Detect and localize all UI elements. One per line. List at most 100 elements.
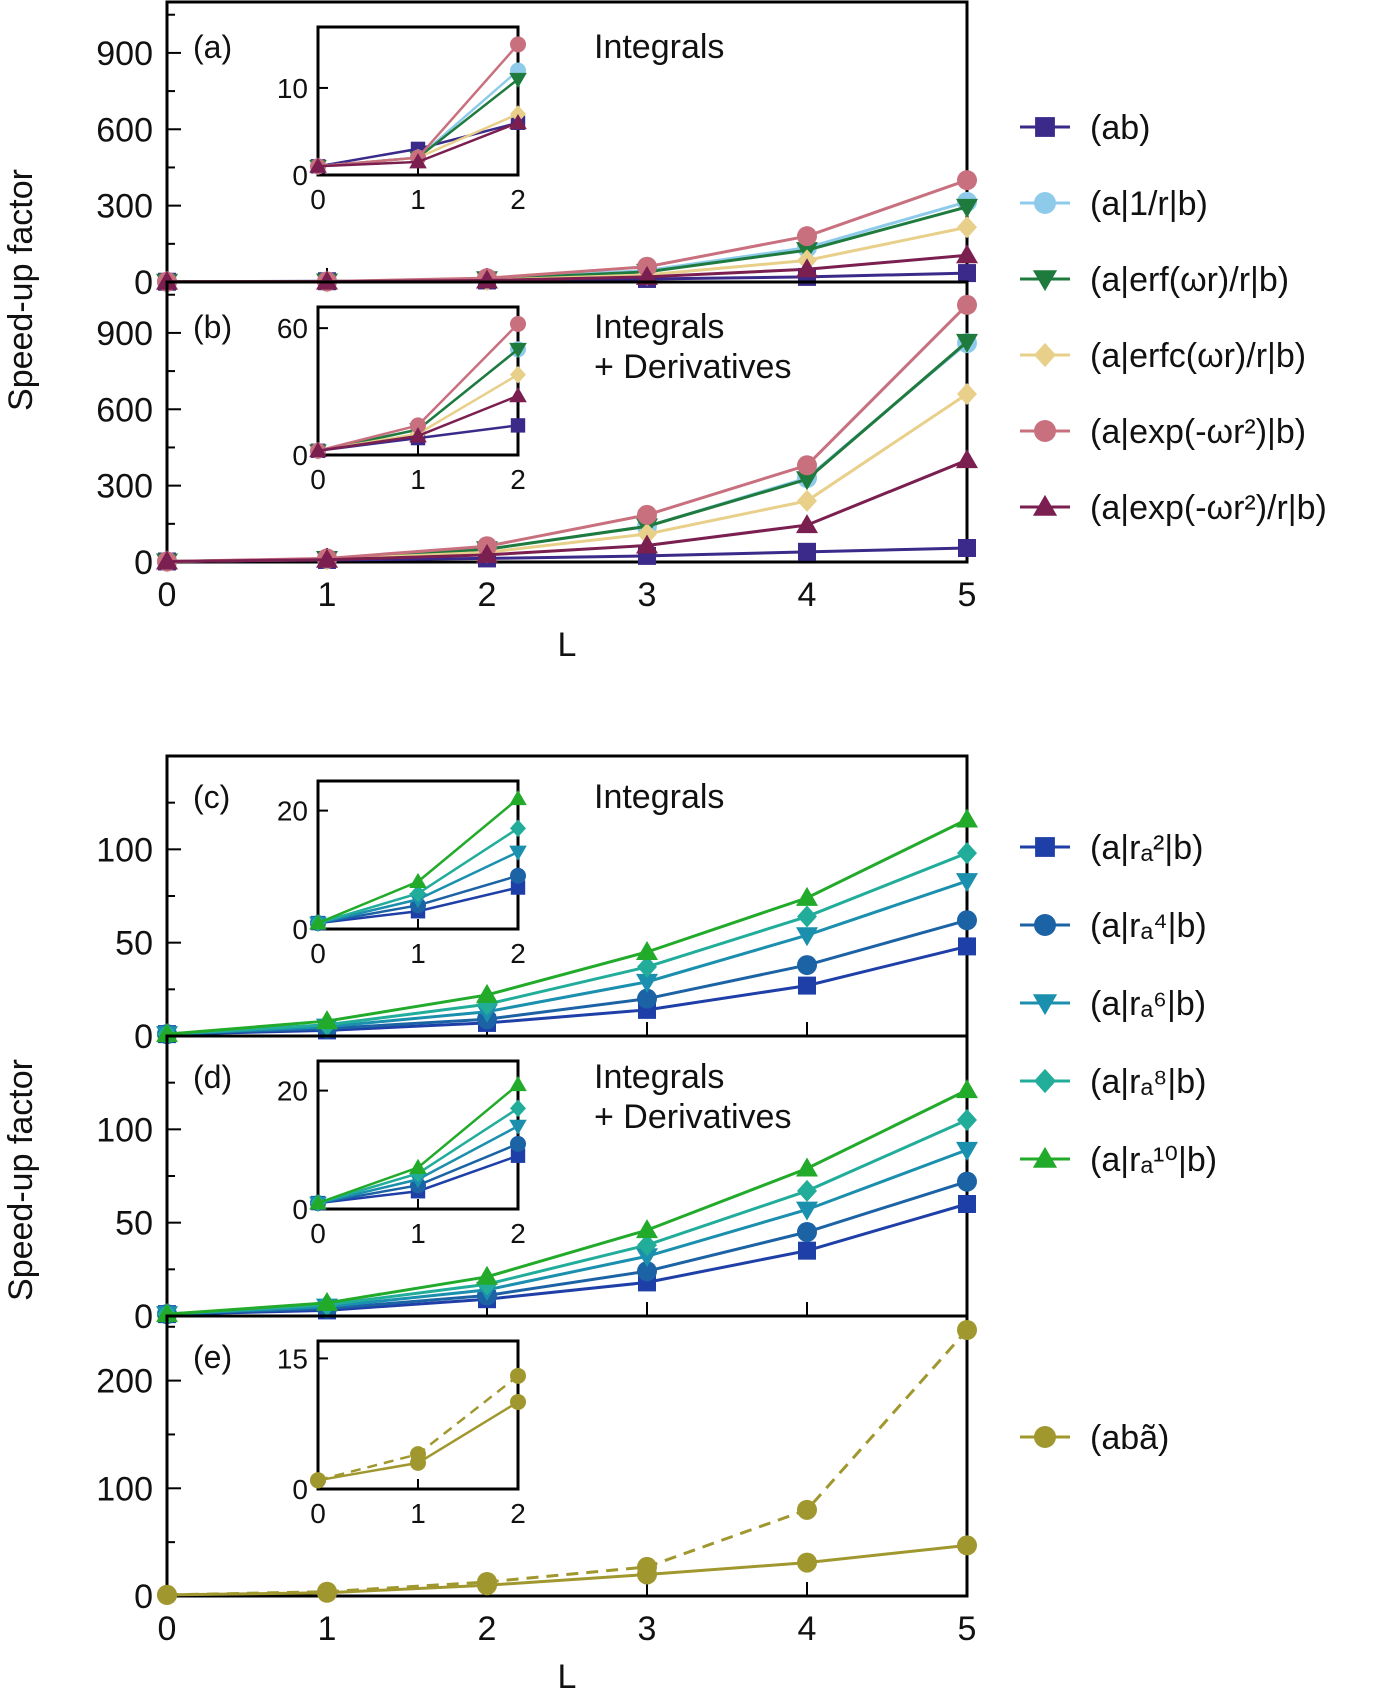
inset-data-point bbox=[410, 884, 426, 903]
panel-title: Integrals bbox=[594, 778, 724, 816]
inset-data-point bbox=[510, 418, 526, 433]
data-point bbox=[957, 910, 977, 931]
plot-frame bbox=[165, 280, 969, 564]
data-point bbox=[958, 1195, 976, 1213]
data-point bbox=[637, 1261, 657, 1282]
inset-y-tick-label: 0 bbox=[292, 440, 308, 471]
data-point bbox=[958, 539, 976, 557]
panel-e: 0 100 200 0 1 2 3 4 5 (e) 0 15 0 1 2 bbox=[96, 1314, 977, 1648]
legend-entry: (a|exp(-ωr²)|b) bbox=[1020, 413, 1306, 451]
data-point bbox=[637, 955, 657, 978]
legend-label: (a|erf(ωr)/r|b) bbox=[1090, 261, 1289, 299]
series-line bbox=[166, 918, 968, 1036]
inset-y-tick-label: 20 bbox=[277, 796, 308, 827]
data-point bbox=[156, 270, 178, 290]
data-point bbox=[797, 455, 817, 476]
legend-label: (a|rₐ⁴|b) bbox=[1090, 907, 1207, 945]
inset-x-tick-label: 1 bbox=[410, 464, 426, 495]
legend-label: (a|rₐ²|b) bbox=[1090, 829, 1203, 867]
x-axis-label-top: L bbox=[558, 626, 577, 664]
data-point bbox=[636, 973, 658, 993]
y-axis-label-top: Speed-up factor bbox=[2, 169, 40, 411]
data-point bbox=[637, 988, 657, 1009]
y-axis-label-bottom: Speed-up factor bbox=[2, 1059, 40, 1301]
data-point bbox=[797, 1222, 817, 1242]
legend-marker bbox=[1034, 1068, 1056, 1094]
data-point bbox=[957, 170, 977, 191]
inset-data-point bbox=[510, 1148, 526, 1163]
inset-x-tick-label: 1 bbox=[410, 184, 426, 215]
data-point bbox=[957, 1109, 977, 1131]
inset-x-tick-label: 0 bbox=[310, 1218, 326, 1249]
y-tick-label: 50 bbox=[115, 925, 153, 963]
x-tick-label: 2 bbox=[478, 1610, 497, 1648]
data-point bbox=[797, 955, 817, 976]
inset-y-tick-label: 20 bbox=[277, 1076, 308, 1107]
series-2 bbox=[157, 1171, 977, 1325]
inset-x-tick-label: 0 bbox=[310, 464, 326, 495]
x-tick-label: 2 bbox=[478, 576, 497, 614]
data-point bbox=[796, 1157, 818, 1177]
inset-y-tick-label: 0 bbox=[292, 160, 308, 191]
legend-label: (a|exp(-ωr²)|b) bbox=[1090, 413, 1306, 451]
y-tick-label: 300 bbox=[96, 188, 153, 226]
inset-data-point bbox=[310, 1472, 326, 1489]
data-point bbox=[636, 1248, 658, 1268]
y-tick-label: 600 bbox=[96, 111, 153, 149]
inset-data-point bbox=[509, 113, 527, 130]
data-point bbox=[796, 258, 818, 278]
legend-marker bbox=[1032, 270, 1058, 292]
legend-label: (a|rₐ⁶|b) bbox=[1090, 985, 1206, 1023]
inset-plot: 0 20 0 1 2 bbox=[277, 1059, 527, 1249]
x-tick-label: 3 bbox=[638, 1610, 657, 1648]
series-1 bbox=[158, 1195, 976, 1324]
inset-data-point bbox=[509, 789, 527, 806]
legend-label: (a|exp(-ωr²)/r|b) bbox=[1090, 489, 1327, 527]
data-point bbox=[958, 264, 976, 283]
series-line bbox=[166, 340, 968, 563]
panel-title-line: + Derivatives bbox=[594, 1098, 791, 1136]
data-point bbox=[796, 1201, 818, 1221]
data-point bbox=[797, 489, 817, 512]
x-tick-label: 1 bbox=[318, 1610, 337, 1648]
data-point bbox=[156, 550, 178, 570]
data-point bbox=[797, 905, 817, 928]
data-point bbox=[317, 1581, 337, 1602]
inset-series-5 bbox=[309, 1075, 527, 1210]
inset-plot: 0 15 0 1 2 bbox=[277, 1339, 526, 1529]
inset-x-tick-label: 2 bbox=[510, 1498, 526, 1529]
y-tick-label: 900 bbox=[96, 315, 153, 353]
inset-series-6 bbox=[309, 387, 527, 458]
inset-x-tick-label: 2 bbox=[510, 464, 526, 495]
series-line bbox=[166, 1088, 968, 1316]
series-1 bbox=[157, 1535, 977, 1605]
y-tick-label: 100 bbox=[96, 1470, 153, 1508]
x-tick-label: 4 bbox=[798, 576, 817, 614]
inset-data-point bbox=[409, 427, 427, 443]
panel-label: (b) bbox=[193, 309, 232, 345]
legend-marker bbox=[1035, 837, 1055, 857]
data-point bbox=[957, 383, 977, 405]
legend-marker bbox=[1034, 342, 1056, 368]
data-point bbox=[798, 1241, 816, 1260]
legend-label: (a|1/r|b) bbox=[1090, 185, 1208, 223]
legend-entry: (a|rₐ⁶|b) bbox=[1020, 985, 1206, 1023]
data-point bbox=[956, 873, 978, 893]
inset-plot: 0 10 0 1 2 bbox=[277, 25, 527, 215]
data-point bbox=[956, 198, 978, 218]
legend-marker bbox=[1035, 117, 1055, 137]
y-tick-label: 50 bbox=[115, 1205, 153, 1243]
legend-entry: (abã) bbox=[1020, 1419, 1169, 1457]
inset-data-point bbox=[309, 1194, 327, 1210]
inset-data-point bbox=[309, 157, 327, 173]
inset-data-point bbox=[509, 342, 527, 359]
x-tick-label: 3 bbox=[638, 576, 657, 614]
series-line bbox=[166, 818, 968, 1036]
legend-label: (ab) bbox=[1090, 109, 1150, 147]
legend-entry: (a|1/r|b) bbox=[1020, 185, 1208, 223]
legend-label: (a|rₐ⁸|b) bbox=[1090, 1063, 1206, 1101]
x-tick-label: 1 bbox=[318, 576, 337, 614]
legend-entry: (a|rₐ¹⁰|b) bbox=[1020, 1141, 1217, 1179]
panel-title: Integrals + Derivatives bbox=[594, 1058, 791, 1136]
